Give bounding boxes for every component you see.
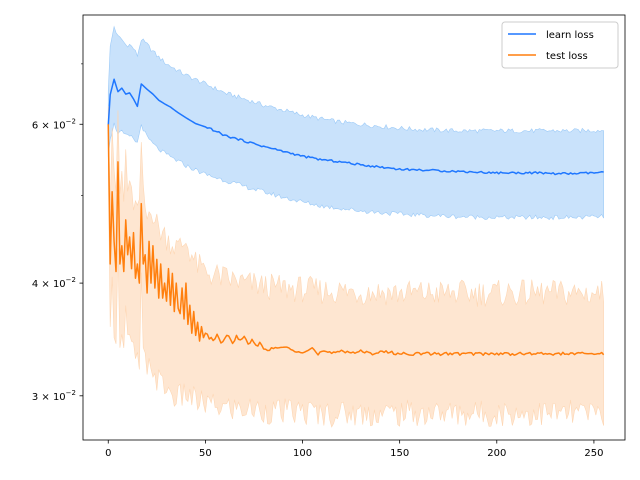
axes-frame xyxy=(82,14,626,441)
band-test-loss xyxy=(107,106,604,428)
x-tick-label: 250 xyxy=(584,448,603,459)
x-tick-label: 200 xyxy=(487,448,506,459)
y-tick-label: 6 × 10−2 xyxy=(32,117,76,131)
y-tick-label: 4 × 10−2 xyxy=(32,276,76,290)
series-lines xyxy=(107,78,605,357)
legend-label: learn loss xyxy=(546,30,594,41)
x-axis-ticks: 0 50 100 150 200 250 xyxy=(105,440,603,459)
x-tick-label: 50 xyxy=(199,448,212,459)
y-tick-label: 3 × 10−2 xyxy=(32,389,76,403)
x-tick-label: 100 xyxy=(293,448,312,459)
x-tick-label: 150 xyxy=(390,448,409,459)
legend: learn loss test loss xyxy=(501,21,619,69)
legend-label: test loss xyxy=(546,51,588,62)
x-tick-label: 0 xyxy=(105,448,111,459)
y-axis-ticks: 3 × 10−2 4 × 10−2 6 × 10−2 xyxy=(32,63,83,403)
line-learn-loss xyxy=(107,78,604,176)
line-test-loss xyxy=(107,124,605,357)
